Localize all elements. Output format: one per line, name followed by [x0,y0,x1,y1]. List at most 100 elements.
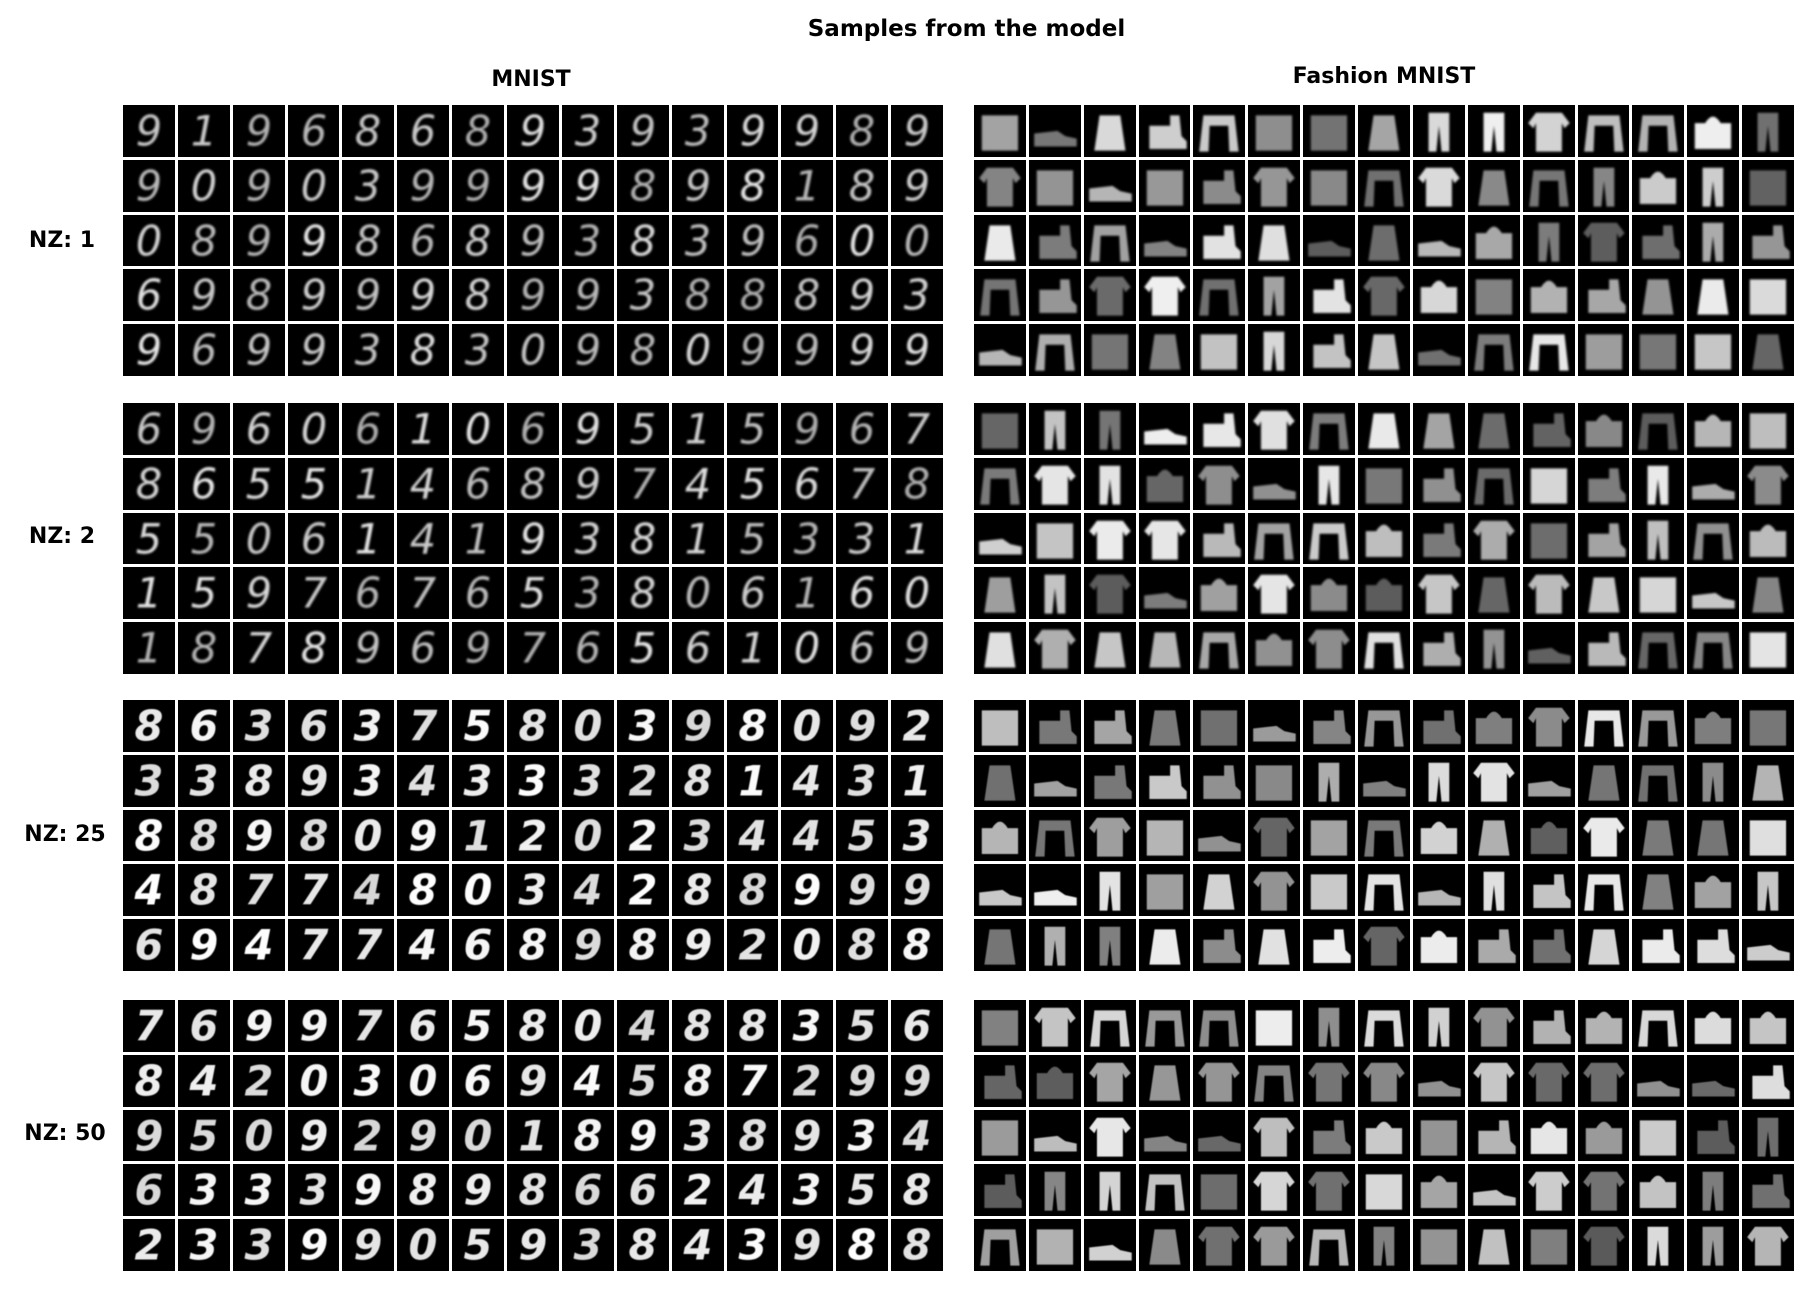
garment-sample-tile [1578,1055,1630,1107]
garment-shape [1200,280,1239,316]
digit-glyph: 6 [191,327,217,375]
garment-sample-tile [1084,622,1136,674]
digit-sample-tile: 4 [727,1164,779,1216]
garment-sample-tile [1578,458,1630,510]
garment-sample-tile [1139,1110,1191,1162]
digit-glyph: 0 [849,217,875,265]
digit-glyph: 9 [520,217,546,265]
garment-shape [1418,1081,1461,1097]
garment-sample-tile [1632,513,1684,565]
garment-sample-tile [1029,622,1081,674]
garment-shape [1692,484,1735,500]
garment-sample-tile [1632,1110,1684,1162]
digit-glyph: 8 [630,515,656,563]
digit-sample-tile: 2 [891,700,943,752]
garment-sample-tile [1029,215,1081,267]
garment-shape [1476,280,1512,315]
garment-sample-tile [1248,215,1300,267]
garment-shape [1640,578,1676,613]
digit-glyph: 8 [191,217,217,265]
garment-shape [1089,1117,1130,1156]
garment-shape [1478,930,1515,964]
digit-sample-tile: 8 [727,1000,779,1052]
garment-sample-tile [1193,1000,1245,1052]
digit-sample-tile: 8 [727,700,779,752]
garment-shape [1034,1008,1075,1047]
digit-sample-tile: 3 [507,864,559,916]
garment-sample-tile [974,105,1026,157]
digit-sample-tile: 8 [727,160,779,212]
digit-sample-tile: 9 [781,105,833,157]
digit-sample-tile: 9 [891,864,943,916]
garment-sample-tile [974,755,1026,807]
garment-shape [1368,413,1399,448]
digit-sample-tile: 5 [617,403,669,455]
digit-glyph: 6 [464,1057,493,1105]
digit-glyph: 3 [848,757,877,805]
digit-sample-tile: 8 [727,864,779,916]
garment-shape [984,930,1015,965]
garment-sample-tile [1742,324,1794,376]
digit-glyph: 6 [849,405,875,453]
garment-sample-tile [1303,1000,1355,1052]
garment-shape [1149,710,1180,745]
garment-shape [1752,578,1783,613]
garment-sample-tile [1523,755,1575,807]
garment-shape [1254,168,1295,207]
digit-glyph: 3 [244,702,273,750]
digit-glyph: 8 [738,1002,767,1050]
digit-sample-tile: 3 [507,755,559,807]
digit-glyph: 7 [134,1002,163,1050]
digit-sample-tile: 6 [781,215,833,267]
garment-shape [1473,1063,1514,1102]
garment-sample-tile [1413,700,1465,752]
digit-sample-tile: 9 [836,864,888,916]
digit-sample-tile: 9 [562,919,614,971]
garment-sample-tile [1139,324,1191,376]
digit-sample-tile: 3 [836,755,888,807]
garment-sample-tile [1139,1055,1191,1107]
digit-sample-tile: 3 [233,700,285,752]
garment-shape [1149,1065,1180,1100]
garment-sample-tile [1468,105,1520,157]
digit-glyph: 0 [191,162,217,210]
digit-sample-tile: 7 [397,700,449,752]
garment-sample-tile [1248,1164,1300,1216]
garment-sample-tile [1139,105,1191,157]
garment-shape [1478,413,1509,448]
digit-sample-tile: 2 [123,1219,175,1271]
garment-sample-tile [1523,1110,1575,1162]
digit-glyph: 6 [409,1002,438,1050]
digit-glyph: 7 [630,460,656,508]
garment-sample-tile [1578,755,1630,807]
garment-shape [1199,1227,1240,1266]
digit-sample-tile: 8 [617,919,669,971]
garment-shape [1034,630,1075,669]
garment-sample-tile [1632,864,1684,916]
garment-sample-tile [1468,622,1520,674]
garment-shape [1588,468,1625,502]
digit-glyph: 9 [300,327,326,375]
digit-glyph: 8 [189,812,218,860]
digit-sample-tile: 4 [617,1000,669,1052]
garment-shape [1483,630,1504,669]
garment-shape [1698,930,1735,964]
garment-shape [980,1230,1019,1266]
garment-sample-tile [1468,403,1520,455]
digit-sample-tile: 9 [288,269,340,321]
garment-sample-tile [1248,403,1300,455]
digit-sample-tile: 8 [123,700,175,752]
digit-glyph: 1 [465,515,491,563]
garment-sample-tile [1578,269,1630,321]
garment-shape [1264,277,1285,316]
garment-sample-tile [1193,864,1245,916]
digit-sample-tile: 6 [836,622,888,674]
digit-sample-tile: 3 [452,755,504,807]
garment-shape [1255,523,1294,559]
garment-shape [1584,710,1623,746]
garment-shape [1368,225,1399,260]
garment-shape [1478,578,1509,613]
garment-sample-tile [1413,1219,1465,1271]
garment-sample-tile [1578,567,1630,619]
